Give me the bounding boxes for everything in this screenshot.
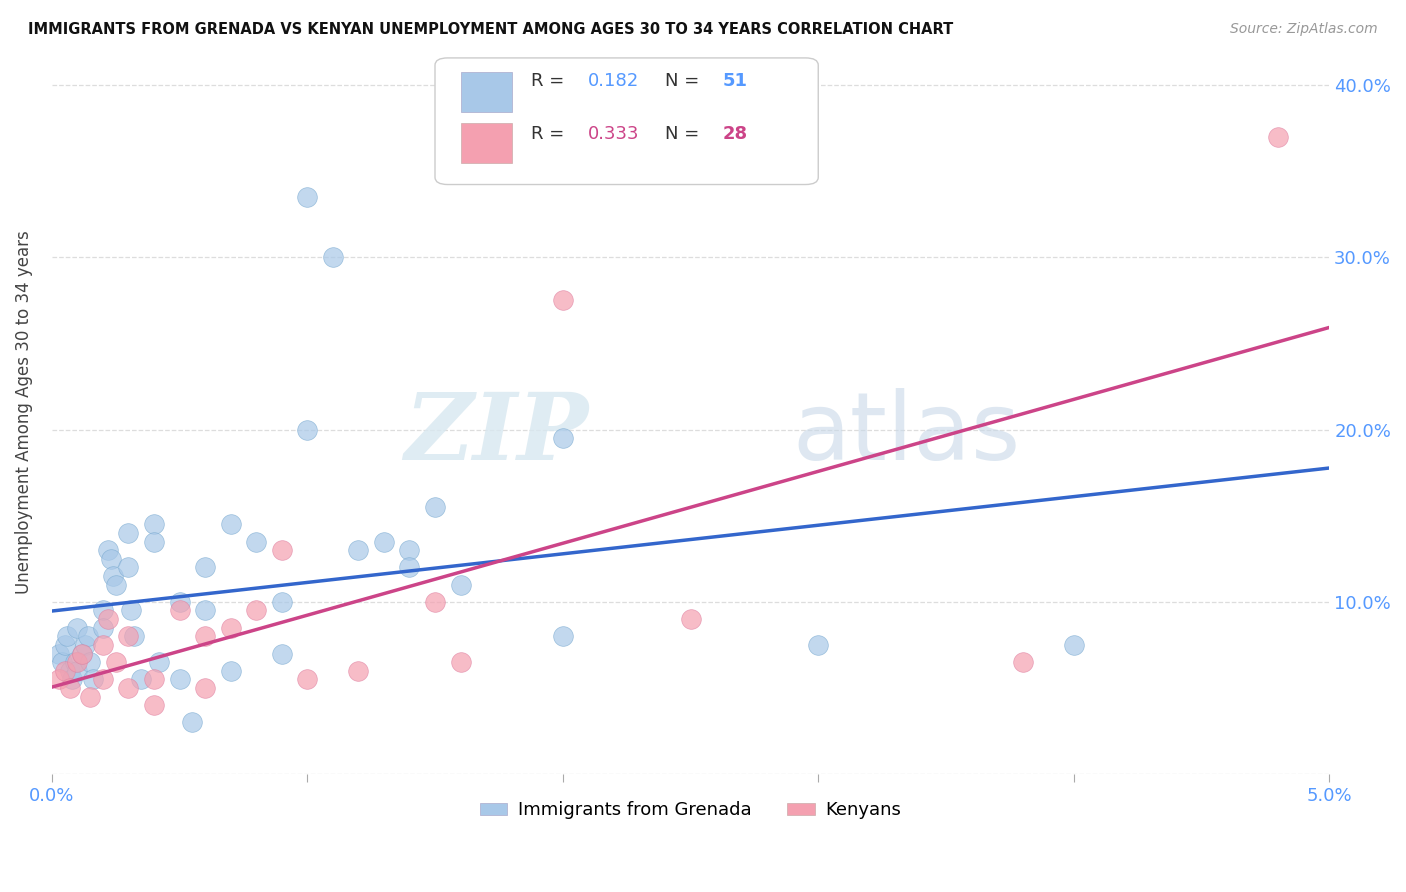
Point <box>72 647 94 661</box>
Point <box>76 629 98 643</box>
Y-axis label: Unemployment Among Ages 30 to 34 years: Unemployment Among Ages 30 to 34 years <box>15 230 32 594</box>
Point <box>181 715 204 730</box>
Point <box>347 664 370 678</box>
Point <box>72 647 94 661</box>
Point <box>297 423 319 437</box>
Point <box>117 560 139 574</box>
Point <box>91 673 114 687</box>
Text: IMMIGRANTS FROM GRENADA VS KENYAN UNEMPLOYMENT AMONG AGES 30 TO 34 YEARS CORRELA: IMMIGRANTS FROM GRENADA VS KENYAN UNEMPL… <box>28 22 953 37</box>
Point <box>297 190 319 204</box>
Point <box>59 664 82 678</box>
Text: N =: N = <box>665 72 704 90</box>
Point <box>398 543 420 558</box>
Point <box>104 655 127 669</box>
Point <box>245 603 267 617</box>
Point <box>60 673 83 687</box>
Point <box>297 673 319 687</box>
Point <box>270 647 292 661</box>
Point <box>398 560 420 574</box>
Point <box>142 517 165 532</box>
Point <box>142 673 165 687</box>
Point <box>129 673 152 687</box>
Point <box>66 621 89 635</box>
Text: Source: ZipAtlas.com: Source: ZipAtlas.com <box>1230 22 1378 37</box>
Point <box>551 629 574 643</box>
Point <box>194 603 217 617</box>
Point <box>104 577 127 591</box>
Point <box>142 534 165 549</box>
Point <box>117 629 139 643</box>
Text: R =: R = <box>531 125 569 143</box>
Point <box>66 655 89 669</box>
Point <box>194 629 217 643</box>
Point <box>91 603 114 617</box>
Point <box>219 517 242 532</box>
Point <box>423 595 446 609</box>
Point <box>122 629 145 643</box>
Point <box>1011 655 1033 669</box>
Legend: Immigrants from Grenada, Kenyans: Immigrants from Grenada, Kenyans <box>472 794 908 827</box>
Point <box>270 543 292 558</box>
Point <box>245 534 267 549</box>
Point <box>117 526 139 541</box>
Point <box>322 251 344 265</box>
Point <box>194 681 217 695</box>
Text: 0.333: 0.333 <box>588 125 640 143</box>
Point <box>82 673 104 687</box>
Point <box>101 569 124 583</box>
Point <box>100 551 122 566</box>
Point <box>56 629 79 643</box>
Point <box>53 664 76 678</box>
Point <box>97 612 120 626</box>
Text: 51: 51 <box>723 72 748 90</box>
FancyBboxPatch shape <box>434 58 818 185</box>
Point <box>53 638 76 652</box>
Point <box>423 500 446 515</box>
Point <box>807 638 830 652</box>
Point <box>91 621 114 635</box>
Point <box>169 603 191 617</box>
Point <box>117 681 139 695</box>
Point <box>551 293 574 308</box>
Point <box>66 664 89 678</box>
Point <box>59 681 82 695</box>
Text: atlas: atlas <box>793 388 1021 480</box>
Point <box>551 431 574 445</box>
FancyBboxPatch shape <box>461 72 512 112</box>
Point <box>1063 638 1085 652</box>
Text: 0.182: 0.182 <box>588 72 640 90</box>
Point <box>148 655 170 669</box>
Point <box>63 655 86 669</box>
Text: 28: 28 <box>723 125 748 143</box>
Point <box>450 655 472 669</box>
Point <box>97 543 120 558</box>
Point <box>79 690 101 704</box>
Point <box>347 543 370 558</box>
Point <box>142 698 165 713</box>
Point <box>48 647 70 661</box>
Point <box>373 534 395 549</box>
Point <box>679 612 702 626</box>
Text: ZIP: ZIP <box>404 389 588 479</box>
FancyBboxPatch shape <box>461 123 512 163</box>
Point <box>79 655 101 669</box>
Point <box>219 664 242 678</box>
Point <box>73 638 96 652</box>
Point <box>51 655 73 669</box>
Point <box>1267 129 1289 144</box>
Point <box>450 577 472 591</box>
Point <box>169 595 191 609</box>
Point <box>194 560 217 574</box>
Point <box>270 595 292 609</box>
Point <box>219 621 242 635</box>
Point <box>120 603 142 617</box>
Text: N =: N = <box>665 125 704 143</box>
Text: R =: R = <box>531 72 569 90</box>
Point <box>48 673 70 687</box>
Point <box>91 638 114 652</box>
Point <box>169 673 191 687</box>
